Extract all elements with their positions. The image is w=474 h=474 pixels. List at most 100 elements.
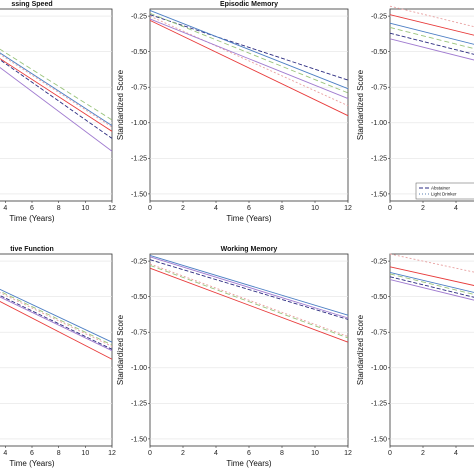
y-axis-label: Standardized Score bbox=[116, 69, 125, 140]
legend-label: Light Drinker bbox=[431, 192, 457, 197]
series-line-4 bbox=[149, 263, 349, 337]
y-tick-label: -0.50 bbox=[131, 49, 147, 56]
series-line-6 bbox=[0, 290, 113, 346]
plot-frame bbox=[389, 253, 474, 447]
y-tick-label: -0.50 bbox=[371, 49, 387, 56]
x-tick-label: 2 bbox=[181, 205, 185, 212]
series-line-5 bbox=[149, 18, 349, 100]
panel-title: Working Memory bbox=[221, 246, 278, 253]
series-line-4 bbox=[389, 5, 474, 28]
x-tick-label: 4 bbox=[3, 205, 7, 212]
x-tick-label: 8 bbox=[280, 205, 284, 212]
x-tick-label: 12 bbox=[344, 205, 352, 212]
x-tick-label: 2 bbox=[421, 205, 425, 212]
y-tick-label: -0.75 bbox=[131, 330, 147, 337]
series-line-5 bbox=[0, 67, 113, 152]
x-tick-label: 4 bbox=[454, 205, 458, 212]
x-axis-label: Time (Years) bbox=[9, 459, 55, 468]
plot-frame bbox=[0, 253, 113, 447]
series-line-1 bbox=[0, 59, 113, 139]
y-tick-label: -0.25 bbox=[131, 259, 147, 266]
y-tick-label: -1.00 bbox=[131, 365, 147, 372]
series-line-5 bbox=[389, 279, 474, 301]
series-line-6 bbox=[149, 12, 349, 94]
y-tick-label: -1.25 bbox=[371, 401, 387, 408]
y-tick-label: -0.25 bbox=[131, 14, 147, 21]
x-tick-label: 12 bbox=[108, 205, 116, 212]
y-tick-label: -1.50 bbox=[371, 191, 387, 198]
y-tick-label: -1.50 bbox=[371, 436, 387, 443]
y-tick-label: -1.25 bbox=[131, 156, 147, 163]
x-tick-label: 0 bbox=[388, 205, 392, 212]
series-line-3 bbox=[149, 267, 349, 343]
y-tick-label: -0.25 bbox=[371, 14, 387, 21]
x-tick-label: 8 bbox=[280, 450, 284, 457]
panel-3: -0.25-0.50-0.75-1.00-1.25-1.500246GenerS… bbox=[356, 5, 474, 212]
series-line-1 bbox=[149, 14, 349, 81]
series-line-5 bbox=[0, 296, 113, 352]
x-tick-label: 10 bbox=[81, 205, 89, 212]
y-tick-label: -0.75 bbox=[371, 330, 387, 337]
x-tick-label: 4 bbox=[3, 450, 7, 457]
series-line-2 bbox=[149, 254, 349, 316]
plot-frame bbox=[0, 8, 113, 202]
x-tick-label: 6 bbox=[247, 450, 251, 457]
series-line-1 bbox=[0, 295, 113, 350]
y-axis-label: Standardized Score bbox=[356, 314, 365, 385]
series-line-1 bbox=[389, 276, 474, 298]
series-line-3 bbox=[389, 14, 474, 36]
panel-title: tive Function bbox=[10, 246, 54, 253]
series-line-5 bbox=[389, 38, 474, 61]
plot-frame bbox=[149, 8, 349, 202]
series-line-3 bbox=[0, 300, 113, 360]
x-tick-label: 12 bbox=[344, 450, 352, 457]
panel-2: -0.25 -0.50 -0.75 -1.00 -1.25 -1.500 2 4 6 8 10 12 E… bbox=[116, 1, 352, 223]
series-line-5 bbox=[149, 256, 349, 319]
x-tick-label: 4 bbox=[214, 205, 218, 212]
y-tick-label: -1.50 bbox=[131, 436, 147, 443]
x-tick-label: 2 bbox=[181, 450, 185, 457]
panel-5: -0.25 -0.50 -0.75 -1.00 -1.25 -1.500 2 4 6 8 10 12 W… bbox=[116, 246, 352, 468]
y-tick-label: -0.50 bbox=[131, 294, 147, 301]
series-line-2 bbox=[149, 10, 349, 90]
y-tick-label: -0.75 bbox=[371, 85, 387, 92]
series-line-6 bbox=[149, 264, 349, 339]
x-axis-label: Time (Years) bbox=[226, 459, 272, 468]
x-tick-label: 6 bbox=[30, 205, 34, 212]
x-tick-label: 6 bbox=[30, 450, 34, 457]
x-tick-label: 12 bbox=[108, 450, 116, 457]
y-tick-label: -1.00 bbox=[131, 120, 147, 127]
legend-box bbox=[415, 182, 474, 200]
series-line-2 bbox=[0, 52, 113, 126]
y-tick-label: -0.75 bbox=[131, 85, 147, 92]
x-tick-label: 10 bbox=[81, 450, 89, 457]
series-line-4 bbox=[0, 292, 113, 347]
x-tick-label: 2 bbox=[421, 450, 425, 457]
series-line-6 bbox=[389, 273, 474, 295]
series-line-2 bbox=[389, 22, 474, 45]
legend-label: Abstainer bbox=[431, 186, 451, 191]
panel-title: ssing Speed bbox=[11, 1, 52, 8]
series-line-3 bbox=[149, 19, 349, 117]
y-tick-label: -1.25 bbox=[371, 156, 387, 163]
x-tick-label: 10 bbox=[311, 450, 319, 457]
y-tick-label: -1.00 bbox=[371, 365, 387, 372]
x-axis-label: Time (Years) bbox=[226, 214, 272, 223]
panel-title: Episodic Memory bbox=[220, 1, 278, 8]
x-tick-label: 10 bbox=[311, 205, 319, 212]
x-tick-label: 4 bbox=[454, 450, 458, 457]
series-line-2 bbox=[389, 272, 474, 293]
series-line-4 bbox=[389, 253, 474, 273]
x-tick-label: 6 bbox=[247, 205, 251, 212]
y-tick-label: -0.25 bbox=[371, 259, 387, 266]
series-line-4 bbox=[149, 15, 349, 107]
series-line-1 bbox=[149, 259, 349, 320]
panel-6: -0.25-0.50-0.75-1.00-1.25-1.500246SemSta… bbox=[356, 253, 474, 457]
plot-frame bbox=[149, 253, 349, 447]
series-line-6 bbox=[389, 27, 474, 50]
series-line-3 bbox=[0, 58, 113, 132]
